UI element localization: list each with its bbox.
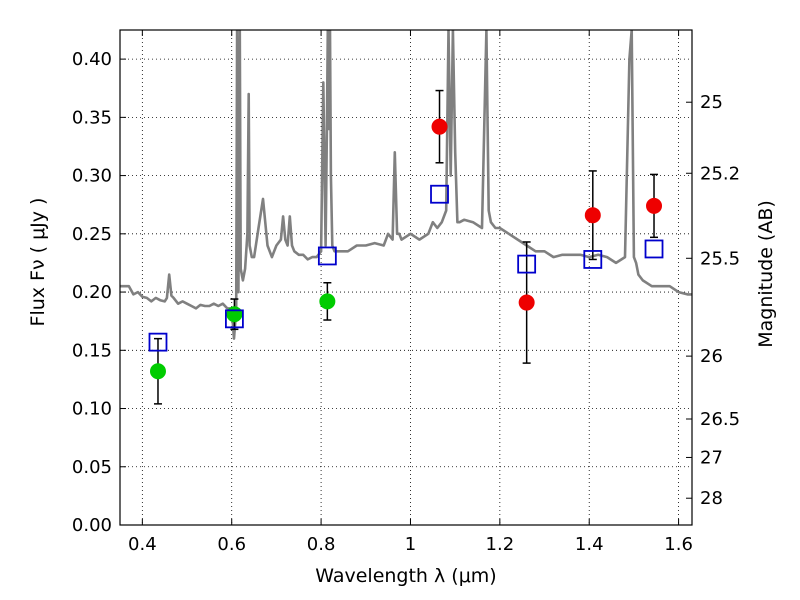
y-tick-label: 0.30	[72, 166, 112, 187]
y-tick-label: 0.00	[72, 515, 112, 536]
y-tick-label: 0.25	[72, 224, 112, 245]
model-point	[430, 184, 449, 204]
data-point	[226, 306, 243, 323]
data-markers	[148, 118, 664, 380]
right-axis-label: Magnitude (AB)	[755, 200, 777, 348]
right-tick-label: 25	[700, 92, 723, 113]
y-tick-label: 0.20	[72, 282, 112, 303]
data-point	[584, 207, 601, 224]
right-axis: 25 25.2 25.5 26 26.5 27 28	[686, 92, 740, 509]
x-axis-label: Wavelength λ (μm)	[315, 565, 496, 587]
data-point	[518, 294, 535, 311]
x-axis: 0.4 0.6 0.8 1 1.2 1.4 1.6	[128, 30, 693, 555]
y-tick-label: 0.40	[72, 49, 112, 70]
right-tick-label: 28	[700, 488, 723, 509]
data-point	[149, 363, 166, 380]
y-axis: 0.00 0.05 0.10 0.15 0.20 0.25 0.30 0.35 0.40	[72, 49, 126, 536]
x-tick-label: 1.4	[575, 534, 604, 555]
plot-area	[120, 30, 692, 405]
model-point	[583, 250, 603, 269]
x-tick-label: 1.6	[664, 534, 693, 555]
right-tick-label: 27	[700, 447, 723, 468]
plot-background	[120, 30, 692, 525]
right-tick-label: 25.2	[700, 163, 740, 184]
data-point	[319, 293, 336, 310]
x-tick-label: 0.4	[128, 534, 157, 555]
model-point	[317, 246, 337, 266]
data-point	[431, 118, 448, 135]
model-point	[517, 254, 537, 274]
y-tick-label: 0.05	[72, 457, 112, 478]
y-tick-label: 0.10	[72, 399, 112, 420]
y-axis-label: Flux Fν ( μJy )	[27, 198, 49, 327]
model-point	[644, 239, 664, 259]
model-point	[148, 332, 168, 352]
plot-frame	[119, 29, 693, 526]
right-tick-label: 26	[700, 346, 723, 367]
data-point	[646, 197, 663, 214]
x-tick-label: 0.8	[307, 534, 336, 555]
x-tick-label: 1	[405, 534, 416, 555]
y-tick-label: 0.15	[72, 340, 112, 361]
x-tick-label: 1.2	[486, 534, 515, 555]
x-tick-label: 0.6	[217, 534, 246, 555]
y-tick-label: 0.35	[72, 107, 112, 128]
right-tick-label: 25.5	[700, 248, 740, 269]
right-tick-label: 26.5	[700, 409, 740, 430]
spectrum-line	[120, 30, 692, 340]
model-point	[224, 309, 244, 329]
